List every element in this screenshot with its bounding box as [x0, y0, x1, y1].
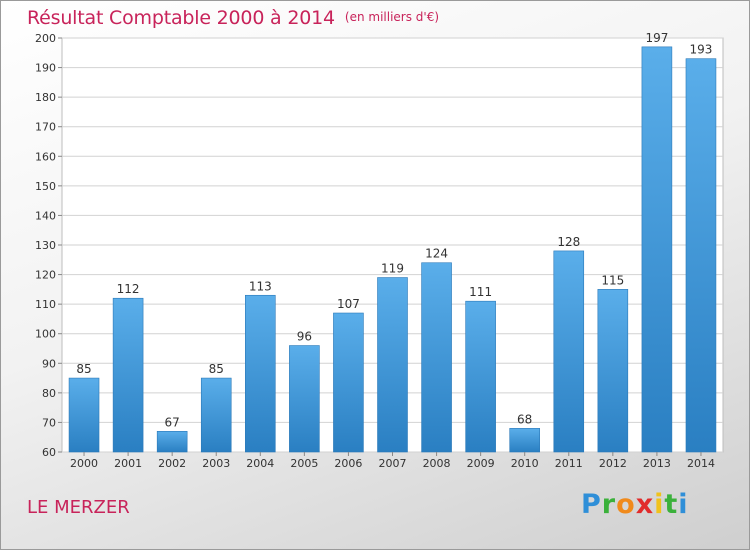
data-label-2003: 85 [209, 362, 224, 376]
x-tick-label-2007: 2007 [379, 457, 407, 470]
proxiti-logo: Proxiti [581, 489, 689, 520]
bar-2004 [245, 294, 276, 453]
y-tick-label: 160 [35, 150, 56, 163]
bar-2006 [333, 312, 364, 453]
data-label-2014: 193 [690, 43, 713, 57]
x-tick-label-2014: 2014 [687, 457, 715, 470]
bar-2011 [553, 250, 585, 453]
x-tick-label-2001: 2001 [114, 457, 142, 470]
y-tick-label: 100 [35, 328, 56, 341]
data-label-2011: 128 [557, 235, 580, 249]
data-label-2002: 67 [165, 415, 180, 429]
data-label-2009: 111 [469, 285, 492, 299]
y-tick-label: 110 [35, 298, 56, 311]
data-label-2004: 113 [249, 279, 272, 293]
bar-2005 [289, 345, 320, 453]
commune-name: LE MERZER [27, 497, 130, 518]
bar-2003 [200, 377, 232, 453]
bar-2000 [68, 377, 100, 453]
x-tick-label-2000: 2000 [70, 457, 98, 470]
x-tick-label-2009: 2009 [467, 457, 495, 470]
y-tick-label: 190 [35, 62, 56, 75]
logo-letter: t [664, 489, 679, 520]
x-tick-label-2002: 2002 [158, 457, 186, 470]
x-tick-label-2005: 2005 [290, 457, 318, 470]
y-axis: 60 70 80 90 100 110 120 130 140 150 160 170 180 190 20… [35, 32, 62, 459]
logo-letter: i [678, 489, 689, 520]
y-tick-label: 180 [35, 91, 56, 104]
x-tick-label-2006: 2006 [334, 457, 362, 470]
x-tick-label-2013: 2013 [643, 457, 671, 470]
y-tick-label: 130 [35, 239, 56, 252]
bar-2014 [685, 58, 717, 453]
y-tick-label: 60 [42, 446, 56, 459]
logo-letter: o [616, 489, 636, 520]
y-tick-label: 170 [35, 121, 56, 134]
y-tick-label: 140 [35, 209, 56, 222]
data-label-2001: 112 [117, 282, 140, 296]
bar-2001 [112, 297, 144, 453]
unit-note: (en milliers d'€) [344, 10, 440, 24]
bar-2007 [377, 277, 408, 453]
chart-title: Résultat Comptable 2000 à 2014 (en millie… [27, 7, 439, 29]
x-tick-label-2003: 2003 [202, 457, 230, 470]
bar-2013 [641, 46, 673, 453]
x-tick-label-2011: 2011 [555, 457, 583, 470]
data-label-2012: 115 [601, 273, 624, 287]
y-tick-label: 200 [35, 32, 56, 45]
logo-letter: r [601, 489, 617, 520]
data-label-2008: 124 [425, 247, 448, 261]
bar-2009 [465, 300, 496, 453]
bar-2012 [597, 289, 629, 453]
bars-layer [68, 46, 717, 453]
x-tick-label-2004: 2004 [246, 457, 274, 470]
logo-letter: P [581, 489, 602, 520]
data-label-2006: 107 [337, 297, 360, 311]
data-label-2010: 68 [517, 412, 532, 426]
logo-letter: x [635, 489, 655, 520]
x-tick-label-2008: 2008 [423, 457, 451, 470]
x-tick-label-2010: 2010 [511, 457, 539, 470]
bar-2002 [156, 430, 188, 453]
bar-2008 [421, 262, 452, 453]
y-tick-label: 70 [42, 416, 56, 429]
data-label-2000: 85 [76, 362, 91, 376]
data-label-2005: 96 [297, 330, 312, 344]
data-label-2013: 197 [645, 31, 668, 45]
y-tick-label: 80 [42, 387, 56, 400]
logo-letter: i [654, 489, 665, 520]
data-labels-layer: 85 112 67 85 113 96 107 119 124 111 68 128 115 197 193 [76, 31, 712, 429]
bar-2010 [509, 428, 540, 453]
y-tick-label: 120 [35, 269, 56, 282]
y-tick-label: 90 [42, 357, 56, 370]
y-tick-label: 150 [35, 180, 56, 193]
x-tick-label-2012: 2012 [599, 457, 627, 470]
data-label-2007: 119 [381, 262, 404, 276]
x-axis: 2000 2001 2002 2003 2004 2005 2006 2007 2008 2009… [70, 452, 715, 470]
chart-title-text: Résultat Comptable 2000 à 2014 [27, 7, 335, 29]
